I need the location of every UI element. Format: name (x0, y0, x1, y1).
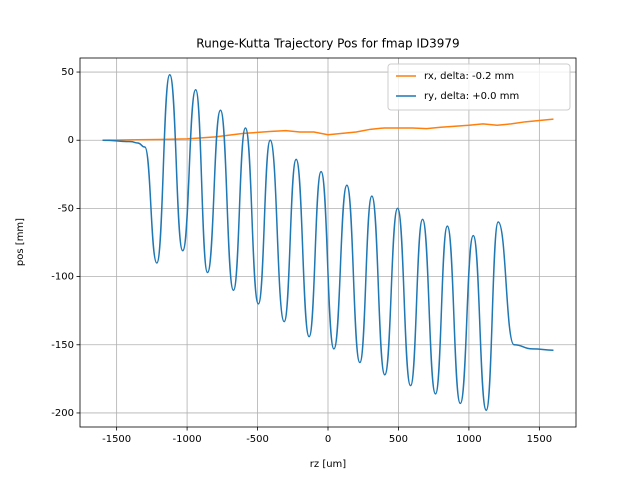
y-axis-label: pos [mm] (15, 218, 26, 266)
legend-label: ry, delta: +0.0 mm (424, 91, 519, 102)
legend-box (387, 63, 571, 111)
y-tick-label: -50 (58, 203, 74, 214)
x-axis-label: rz [um] (310, 459, 347, 470)
series-line (102, 118, 554, 141)
x-tick-label: 0 (325, 434, 331, 445)
plot-frame (79, 57, 577, 428)
y-tick-label: -200 (51, 408, 74, 419)
series-line (102, 74, 554, 411)
y-tick-label: -100 (51, 272, 74, 283)
chart-title: Runge-Kutta Trajectory Pos for fmap ID39… (196, 37, 459, 51)
x-tick-label: -1500 (102, 434, 131, 445)
x-tick-label: 1500 (527, 434, 552, 445)
y-tick-label: 50 (61, 67, 74, 78)
x-tick-label: -1000 (173, 434, 202, 445)
x-tick-label: 500 (389, 434, 408, 445)
y-tick-label: -150 (51, 340, 74, 351)
legend-label: rx, delta: -0.2 mm (424, 71, 514, 82)
y-tick-label: 0 (68, 135, 74, 146)
x-tick-label: 1000 (456, 434, 481, 445)
x-tick-label: -500 (246, 434, 269, 445)
